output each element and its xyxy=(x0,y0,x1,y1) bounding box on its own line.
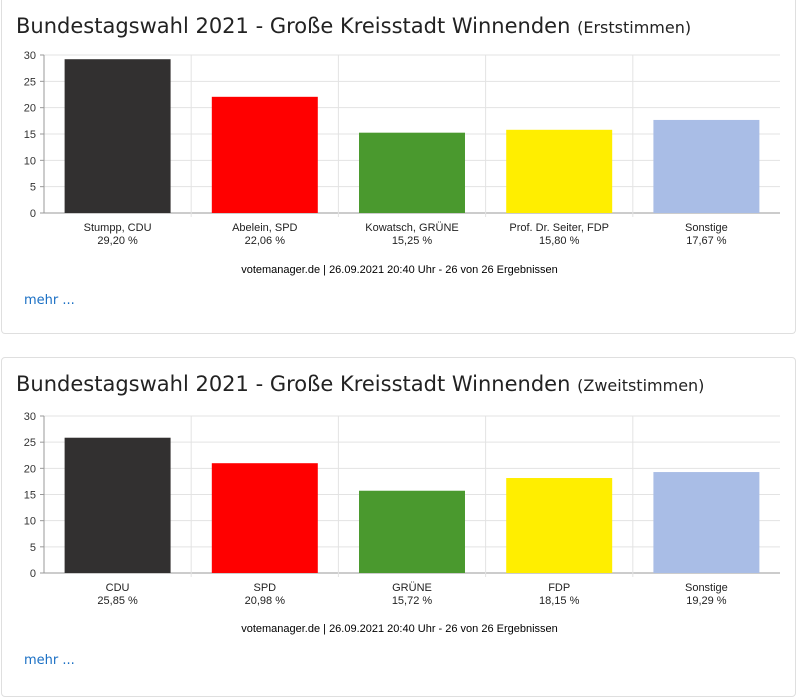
x-category-label: Prof. Dr. Seiter, FDP xyxy=(509,222,609,234)
bar-3 xyxy=(506,129,613,213)
x-category-label: SPD xyxy=(253,582,276,594)
title-subtitle: (Zweitstimmen) xyxy=(577,376,705,395)
bar-value-label: 15,25 % xyxy=(392,235,433,247)
y-tick-label: 20 xyxy=(24,103,36,115)
y-tick-label: 15 xyxy=(24,490,36,502)
bar-value-label: 15,72 % xyxy=(392,595,433,607)
bar-1 xyxy=(211,96,318,213)
bar-4 xyxy=(653,119,760,213)
more-link[interactable]: mehr ... xyxy=(24,293,75,308)
y-tick-label: 5 xyxy=(30,182,36,194)
title-subtitle: (Erststimmen) xyxy=(577,18,692,37)
x-category-label: Kowatsch, GRÜNE xyxy=(365,222,459,234)
y-tick-label: 15 xyxy=(24,129,36,141)
card-title: Bundestagswahl 2021 - Große Kreisstadt W… xyxy=(16,14,691,38)
y-tick-label: 30 xyxy=(24,50,36,62)
y-tick-label: 5 xyxy=(30,542,36,554)
bar-value-label: 17,67 % xyxy=(686,235,727,247)
bar-1 xyxy=(211,463,318,573)
y-tick-label: 0 xyxy=(30,568,36,580)
y-tick-label: 10 xyxy=(24,516,36,528)
bar-value-label: 29,20 % xyxy=(97,235,138,247)
x-category-label: FDP xyxy=(548,582,570,594)
chart-source: votemanager.de | 26.09.2021 20:40 Uhr - … xyxy=(241,264,558,276)
bar-value-label: 20,98 % xyxy=(245,595,286,607)
title-text: Bundestagswahl 2021 - Große Kreisstadt W… xyxy=(16,14,571,38)
bar-2 xyxy=(359,132,465,213)
y-tick-label: 30 xyxy=(24,411,36,423)
bar-3 xyxy=(506,478,613,573)
card-title: Bundestagswahl 2021 - Große Kreisstadt W… xyxy=(16,372,704,396)
x-category-label: GRÜNE xyxy=(392,582,432,594)
bar-value-label: 19,29 % xyxy=(686,595,727,607)
y-tick-label: 20 xyxy=(24,463,36,475)
x-category-label: Sonstige xyxy=(685,582,728,594)
bar-value-label: 15,80 % xyxy=(539,235,580,247)
y-tick-label: 25 xyxy=(24,76,36,88)
y-tick-label: 0 xyxy=(30,208,36,220)
bar-0 xyxy=(64,437,171,573)
y-tick-label: 25 xyxy=(24,437,36,449)
bar-value-label: 18,15 % xyxy=(539,595,580,607)
bar-value-label: 25,85 % xyxy=(97,595,138,607)
title-text: Bundestagswahl 2021 - Große Kreisstadt W… xyxy=(16,372,571,396)
results-card-zweitstimmen: Bundestagswahl 2021 - Große Kreisstadt W… xyxy=(1,357,796,697)
x-category-label: Stumpp, CDU xyxy=(84,222,152,234)
bar-value-label: 22,06 % xyxy=(245,235,286,247)
bar-0 xyxy=(64,59,171,213)
bar-4 xyxy=(653,472,760,573)
chart-source: votemanager.de | 26.09.2021 20:40 Uhr - … xyxy=(241,623,558,635)
y-tick-label: 10 xyxy=(24,155,36,167)
bar-2 xyxy=(359,490,465,573)
results-card-erststimmen: Bundestagswahl 2021 - Große Kreisstadt W… xyxy=(1,0,796,334)
x-category-label: Abelein, SPD xyxy=(232,222,297,234)
x-category-label: Sonstige xyxy=(685,222,728,234)
more-link[interactable]: mehr ... xyxy=(24,653,75,668)
x-category-label: CDU xyxy=(106,582,130,594)
